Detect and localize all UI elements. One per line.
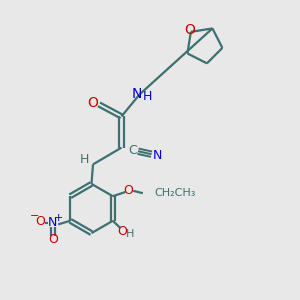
Text: O: O [48,233,58,246]
Text: O: O [184,23,195,37]
Text: N: N [131,88,142,101]
Text: −: − [29,211,39,221]
Text: N: N [48,216,58,229]
Text: CH₂CH₃: CH₂CH₃ [155,188,196,198]
Text: O: O [35,215,45,228]
Text: H: H [126,229,135,239]
Text: +: + [53,213,63,223]
Text: N: N [153,149,162,162]
Text: O: O [87,96,98,110]
Text: C: C [128,143,137,157]
Text: O: O [124,184,133,197]
Text: H: H [80,152,89,166]
Text: O: O [118,225,127,238]
Text: H: H [143,90,153,104]
